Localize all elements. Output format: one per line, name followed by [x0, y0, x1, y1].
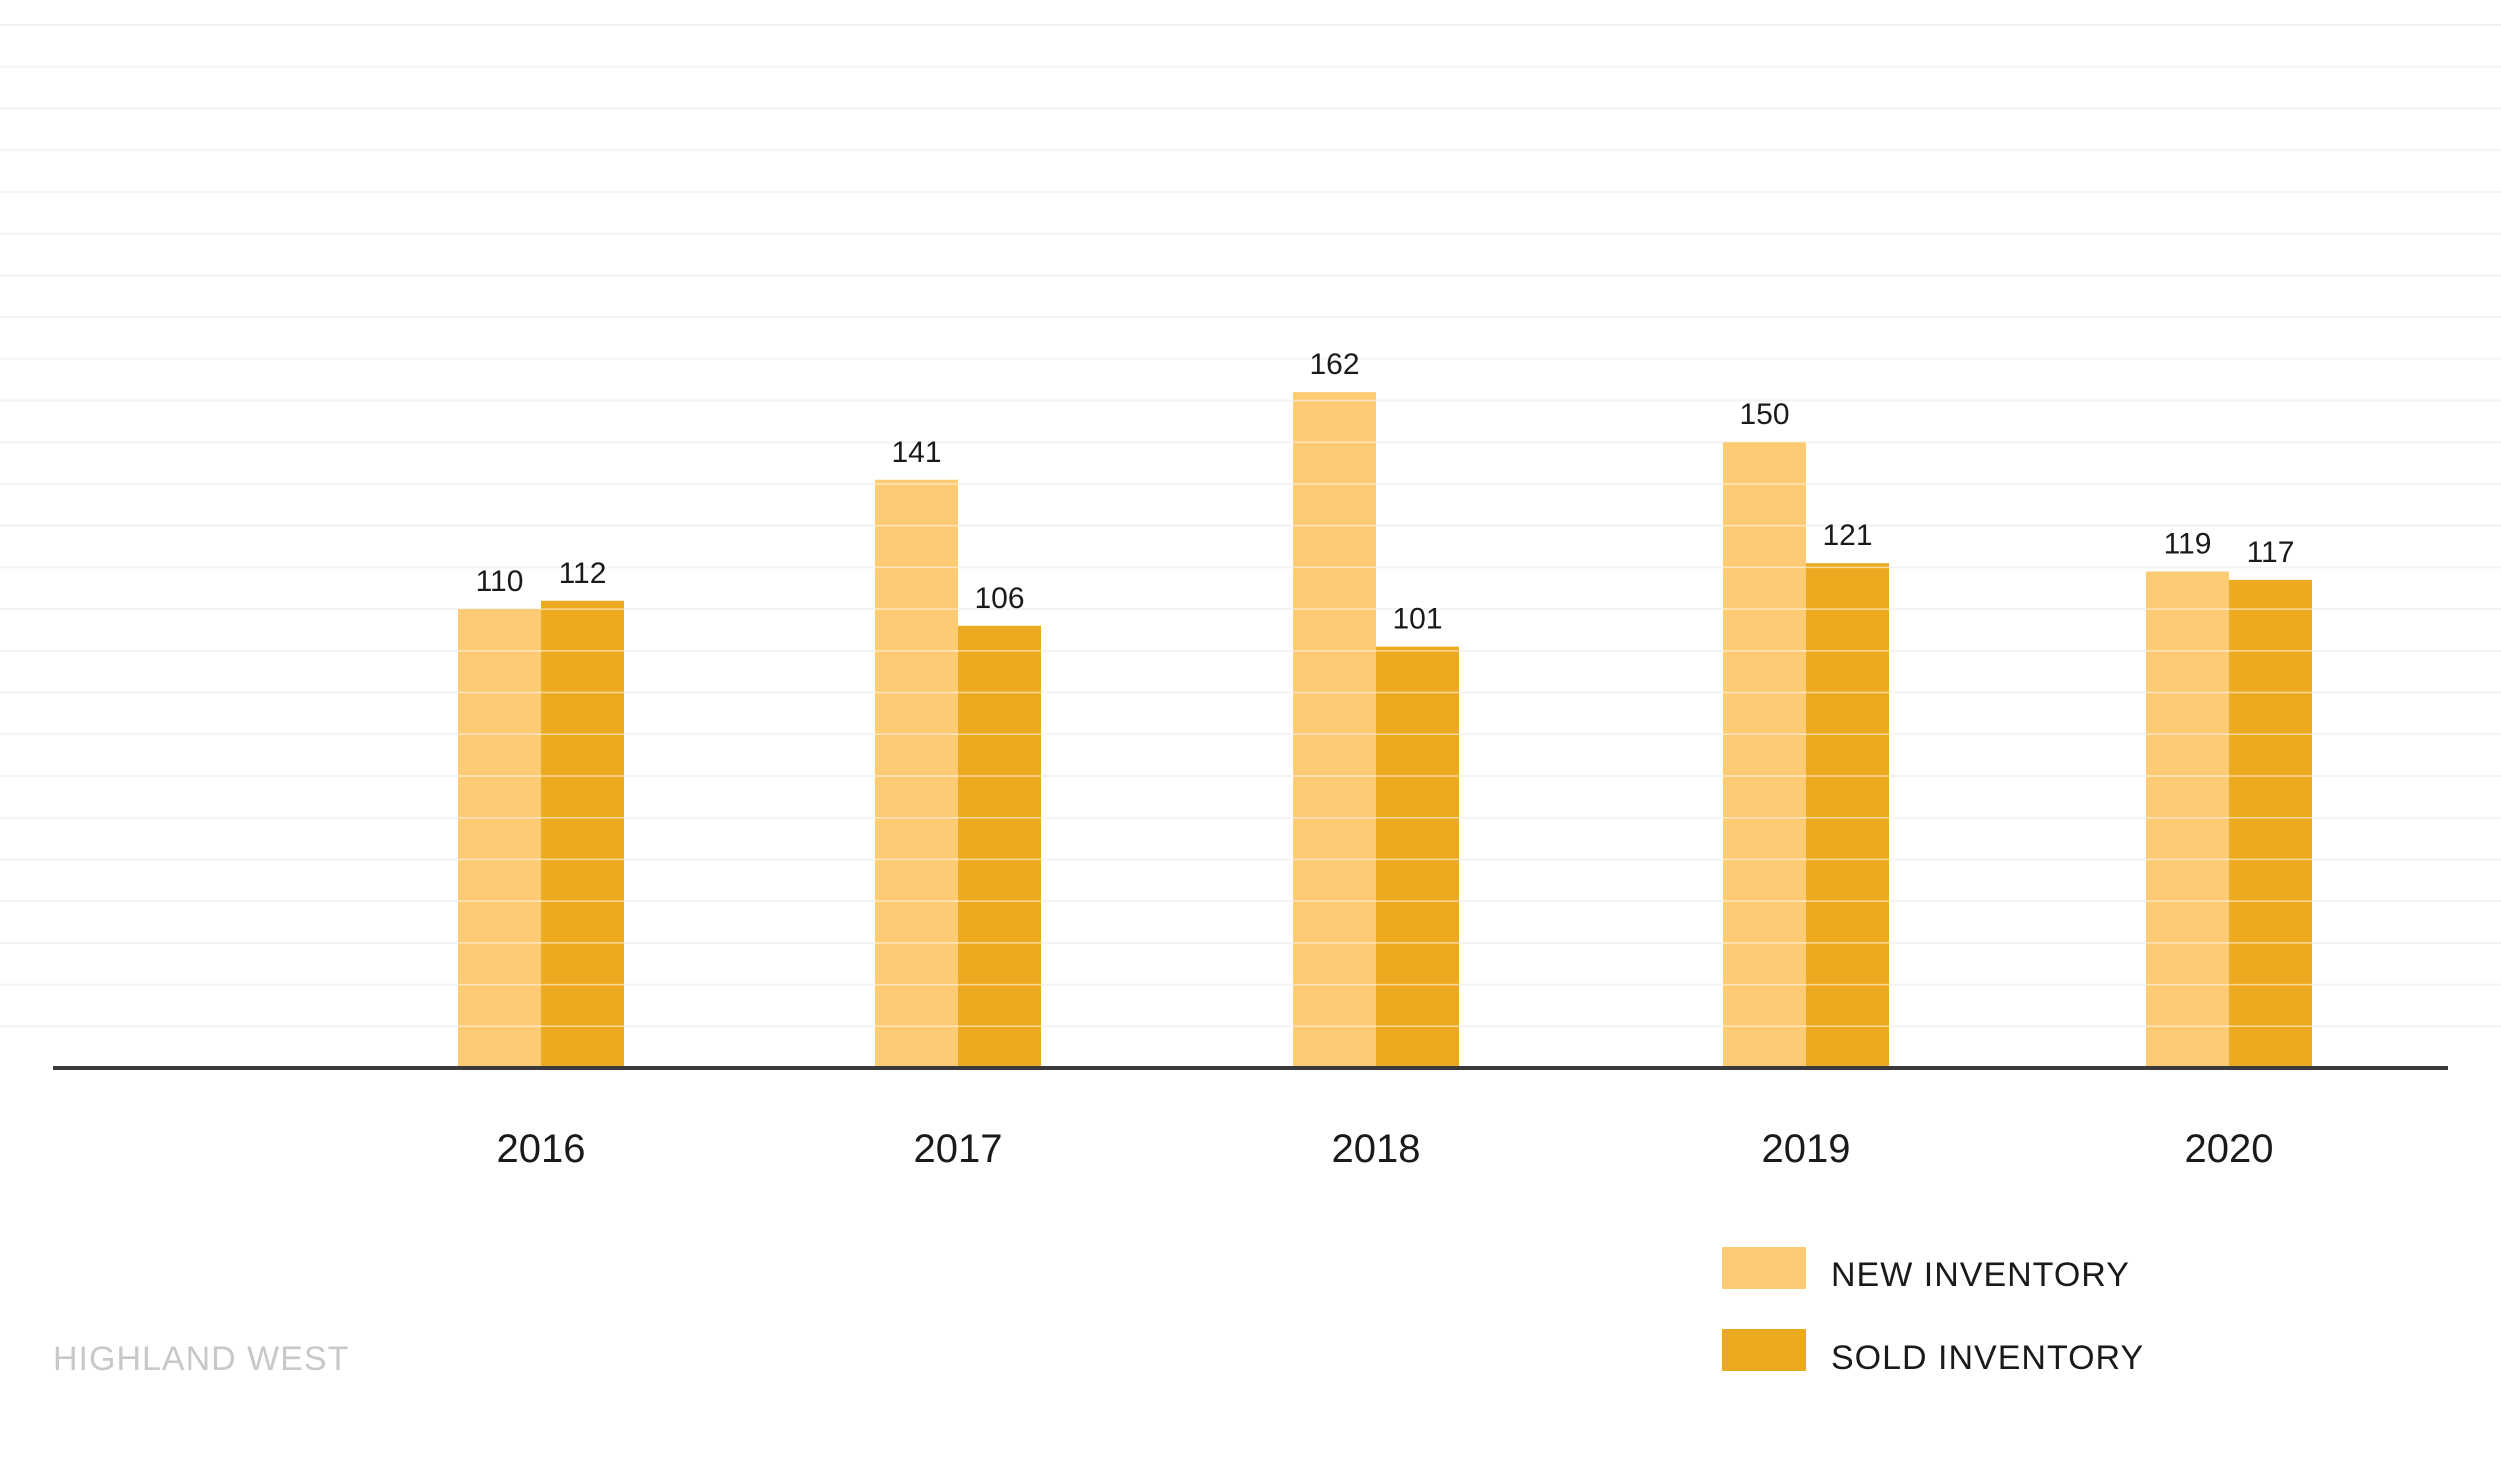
- value-label-new-inventory-2018: 162: [1309, 348, 1359, 381]
- x-tick-label-2016: 2016: [497, 1127, 586, 1171]
- legend-label-sold-inventory: SOLD INVENTORY: [1831, 1339, 2144, 1377]
- x-tick-label-2017: 2017: [914, 1127, 1003, 1171]
- legend-swatch-sold-inventory: [1722, 1329, 1806, 1371]
- bar-new-inventory-2016: [458, 609, 541, 1068]
- bar-new-inventory-2017: [875, 479, 958, 1068]
- value-label-sold-inventory-2019: 121: [1822, 519, 1872, 552]
- x-axis-labels: 2016 2017 2018 2019 2020: [497, 1127, 2274, 1171]
- value-label-sold-inventory-2017: 106: [974, 582, 1024, 615]
- value-label-sold-inventory-2020: 117: [2247, 536, 2295, 569]
- bar-new-inventory-2020: [2146, 571, 2229, 1068]
- bar-sold-inventory-2018: [1376, 646, 1459, 1068]
- value-label-new-inventory-2019: 150: [1739, 398, 1789, 431]
- bars: [458, 392, 2312, 1068]
- value-labels: 110 112 141 106 162 101 150 121 119 117: [476, 348, 2295, 635]
- value-label-new-inventory-2020: 119: [2164, 528, 2212, 561]
- bar-sold-inventory-2020: [2229, 579, 2312, 1068]
- x-tick-label-2020: 2020: [2185, 1127, 2274, 1171]
- x-tick-label-2019: 2019: [1762, 1127, 1851, 1171]
- x-tick-label-2018: 2018: [1332, 1127, 1421, 1171]
- bar-new-inventory-2018: [1293, 392, 1376, 1068]
- value-label-sold-inventory-2016: 112: [559, 557, 607, 590]
- value-label-new-inventory-2016: 110: [476, 565, 524, 598]
- value-label-new-inventory-2017: 141: [891, 436, 941, 469]
- legend-swatch-new-inventory: [1722, 1247, 1806, 1289]
- value-label-sold-inventory-2018: 101: [1392, 603, 1442, 636]
- legend: NEW INVENTORY SOLD INVENTORY: [1722, 1247, 2144, 1377]
- bar-sold-inventory-2016: [541, 600, 624, 1068]
- bar-new-inventory-2019: [1723, 442, 1806, 1068]
- grid-lines: [0, 24, 2501, 1028]
- bar-sold-inventory-2019: [1806, 563, 1889, 1068]
- bar-sold-inventory-2017: [958, 625, 1041, 1068]
- source-label: HIGHLAND WEST: [53, 1340, 349, 1378]
- legend-label-new-inventory: NEW INVENTORY: [1831, 1256, 2130, 1294]
